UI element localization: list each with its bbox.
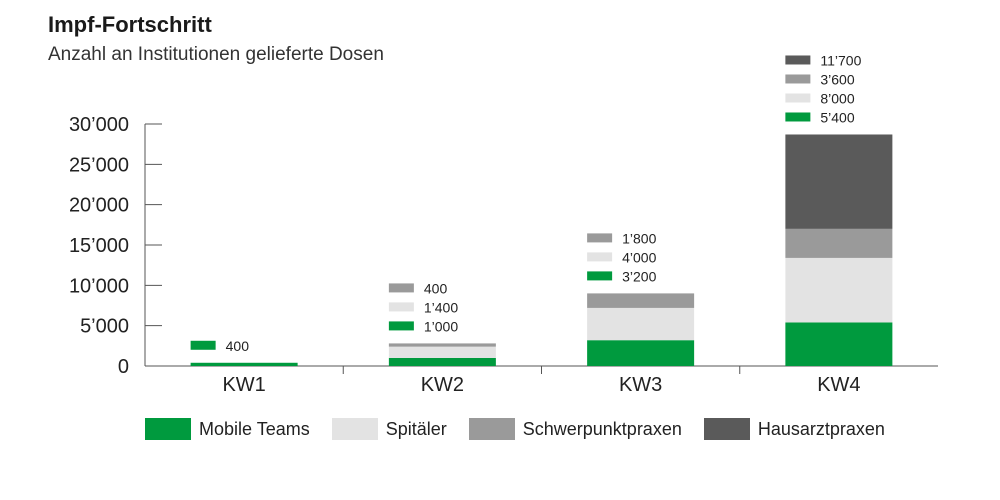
legend-label: Spitäler: [385, 418, 447, 439]
legend-label: Schwerpunktpraxen: [522, 418, 682, 439]
legend-item: Spitäler: [331, 418, 447, 440]
legend-swatch: [145, 418, 191, 440]
bar-segment: [785, 257, 893, 323]
data-label: 11’700: [820, 52, 861, 68]
value-swatch: [785, 93, 811, 103]
legend-item: Schwerpunktpraxen: [468, 418, 682, 440]
value-swatch: [785, 112, 811, 122]
chart-subtitle: Anzahl an Institutionen gelieferte Dosen: [48, 44, 384, 65]
value-swatch: [785, 74, 811, 84]
y-tick-label: 5’000: [80, 316, 129, 338]
legend-label: Hausarztpraxen: [757, 418, 885, 439]
bar-segment: [785, 322, 893, 366]
data-label: 3’200: [622, 268, 656, 284]
bar-segment: [587, 293, 695, 308]
legend-label: Mobile Teams: [199, 418, 310, 439]
chart-legend: Mobile Teams Spitäler Schwerpunktpraxen Hau…: [145, 418, 907, 440]
value-swatch: [587, 271, 613, 281]
value-swatch: [388, 283, 414, 293]
data-label: 5’400: [820, 109, 854, 125]
bar-segment: [587, 340, 695, 366]
data-label: 400: [424, 280, 448, 296]
value-swatch: [587, 233, 613, 243]
value-swatch: [388, 302, 414, 312]
value-swatch: [785, 55, 811, 65]
data-label: 1’400: [424, 299, 458, 315]
value-swatch: [388, 321, 414, 331]
data-label: 400: [226, 338, 250, 354]
data-label: 8’000: [820, 90, 854, 106]
data-label: 3’600: [820, 71, 854, 87]
bar-segment: [587, 307, 695, 341]
x-tick-label: KW1: [222, 374, 265, 396]
bar-segment: [190, 362, 298, 366]
legend-item: Mobile Teams: [145, 418, 310, 440]
x-tick-label: KW4: [817, 374, 860, 396]
y-tick-label: 0: [118, 356, 129, 378]
bar-segment: [785, 134, 893, 229]
value-swatch: [587, 252, 613, 262]
y-tick-label: 15’000: [69, 235, 129, 257]
y-tick-label: 25’000: [69, 154, 129, 176]
y-tick-label: 20’000: [69, 195, 129, 217]
x-tick-label: KW3: [619, 374, 662, 396]
bar-segment: [388, 346, 496, 358]
data-label: 1’000: [424, 318, 458, 334]
data-label: 4’000: [622, 249, 656, 265]
y-tick-label: 10’000: [69, 275, 129, 297]
chart-title: Impf-Fortschritt: [48, 12, 212, 37]
value-swatch: [190, 340, 216, 350]
legend-swatch: [331, 418, 378, 440]
legend-item: Hausarztpraxen: [703, 418, 885, 440]
data-label: 1’800: [622, 230, 656, 246]
legend-swatch: [468, 418, 515, 440]
bar-segment: [388, 357, 496, 366]
bar-segment: [785, 228, 893, 258]
legend-swatch: [703, 418, 750, 440]
x-tick-label: KW2: [421, 374, 464, 396]
y-tick-label: 30’000: [69, 114, 129, 136]
bar-segment: [388, 343, 496, 347]
